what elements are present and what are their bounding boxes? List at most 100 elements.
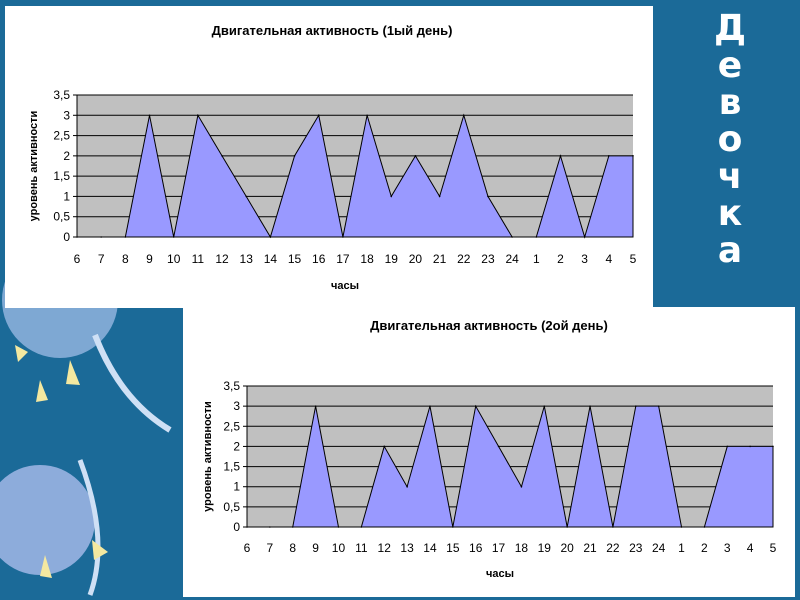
decorative-confetti <box>66 360 80 385</box>
data-point <box>438 195 441 198</box>
y-tick-label: 3,5 <box>223 379 240 393</box>
x-tick-label: 2 <box>557 252 564 266</box>
decorative-confetti <box>15 345 28 362</box>
x-tick-label: 21 <box>583 541 597 555</box>
side-word-letter: Д <box>713 8 747 49</box>
x-tick-label: 20 <box>560 541 574 555</box>
decorative-balloon <box>0 465 95 575</box>
data-point <box>559 155 562 157</box>
side-word-letter: в <box>718 82 742 123</box>
y-tick-label: 0,5 <box>53 210 70 224</box>
decorative-ribbon <box>77 459 101 596</box>
x-tick-label: 14 <box>264 252 278 266</box>
x-tick-label: 6 <box>74 252 81 266</box>
y-axis-title: уровень активности <box>202 401 214 512</box>
x-tick-label: 17 <box>492 541 506 555</box>
y-tick-label: 3 <box>233 399 240 413</box>
y-axis-title: уровень активности <box>28 111 40 222</box>
side-word-letter: ч <box>717 156 743 197</box>
activity-chart-day1: Двигательная активность (1ый день) 0 0,5 1 1… <box>28 23 637 292</box>
data-point <box>406 485 408 488</box>
data-point <box>749 445 751 448</box>
data-point <box>608 155 610 157</box>
data-point <box>634 405 637 407</box>
side-word-girl: Д е в о ч к а <box>700 10 760 269</box>
x-tick-label: 23 <box>481 252 495 266</box>
x-tick-label: 10 <box>332 541 346 555</box>
x-tick-label: 11 <box>355 541 368 555</box>
data-point <box>148 114 151 117</box>
chart-title: Двигательная активность (1ый день) <box>212 23 453 38</box>
y-tick-label: 3 <box>63 108 70 122</box>
data-point <box>462 114 465 117</box>
data-point <box>221 155 223 157</box>
data-point <box>520 485 523 488</box>
data-point <box>414 155 417 157</box>
y-tick-label: 2,5 <box>53 129 70 143</box>
x-tick-label: 4 <box>605 252 612 266</box>
decorative-ribbon <box>92 333 172 433</box>
x-tick-label: 1 <box>533 252 540 266</box>
data-point <box>383 445 386 448</box>
decorative-confetti <box>36 380 48 402</box>
data-point <box>487 195 489 198</box>
y-tick-label: 1 <box>63 189 70 203</box>
activity-chart-day2: Двигательная активность (2ой день)00,511… <box>202 318 777 580</box>
data-point <box>726 445 729 448</box>
y-tick-label: 1,5 <box>53 169 70 183</box>
x-tick-label: 12 <box>215 252 229 266</box>
x-tick-label: 1 <box>678 541 685 555</box>
x-tick-label: 18 <box>360 252 374 266</box>
x-tick-label: 16 <box>469 541 483 555</box>
x-tick-label: 9 <box>312 541 319 555</box>
x-tick-label: 2 <box>701 541 708 555</box>
x-tick-label: 3 <box>581 252 588 266</box>
x-tick-label: 12 <box>378 541 392 555</box>
x-tick-label: 8 <box>122 252 129 266</box>
data-point <box>474 405 477 407</box>
x-tick-label: 19 <box>385 252 399 266</box>
chart-title: Двигательная активность (2ой день) <box>370 318 608 333</box>
data-point <box>429 405 431 407</box>
x-tick-label: 13 <box>400 541 414 555</box>
x-tick-label: 4 <box>747 541 754 555</box>
y-tick-label: 0 <box>233 520 240 534</box>
data-point <box>657 405 660 407</box>
x-tick-label: 20 <box>409 252 423 266</box>
x-tick-label: 23 <box>629 541 643 555</box>
side-word-letter: о <box>717 119 743 160</box>
data-point <box>497 445 500 448</box>
x-tick-label: 16 <box>312 252 326 266</box>
data-point <box>314 405 317 407</box>
x-tick-label: 3 <box>724 541 731 555</box>
decorative-confetti <box>40 555 52 578</box>
x-axis-title: часы <box>331 280 359 292</box>
data-point <box>197 114 199 117</box>
data-point <box>293 155 296 157</box>
activity-area-series <box>77 113 634 239</box>
y-tick-label: 0 <box>63 230 70 244</box>
x-tick-label: 10 <box>167 252 181 266</box>
y-tick-label: 0,5 <box>223 500 240 514</box>
chart-panel-day2: Двигательная активность (2ой день) 0 0,5 1 1… <box>183 307 795 597</box>
y-tick-label: 1 <box>233 480 240 494</box>
y-tick-label: 1,5 <box>223 460 240 474</box>
x-tick-label: 8 <box>289 541 296 555</box>
y-tick-label: 3,5 <box>53 88 70 102</box>
x-tick-label: 18 <box>515 541 529 555</box>
x-tick-label: 13 <box>240 252 254 266</box>
y-tick-label: 2,5 <box>223 419 240 433</box>
data-point <box>589 405 591 407</box>
x-tick-label: 24 <box>652 541 666 555</box>
x-tick-label: 6 <box>244 541 251 555</box>
side-word-letter: к <box>717 193 743 234</box>
data-point <box>317 114 320 117</box>
x-tick-label: 21 <box>433 252 447 266</box>
x-tick-label: 5 <box>770 541 777 555</box>
x-tick-label: 15 <box>288 252 302 266</box>
x-tick-label: 5 <box>630 252 637 266</box>
x-tick-label: 15 <box>446 541 460 555</box>
y-tick-label: 2 <box>233 439 240 453</box>
x-tick-label: 7 <box>98 252 105 266</box>
data-point <box>543 405 546 407</box>
